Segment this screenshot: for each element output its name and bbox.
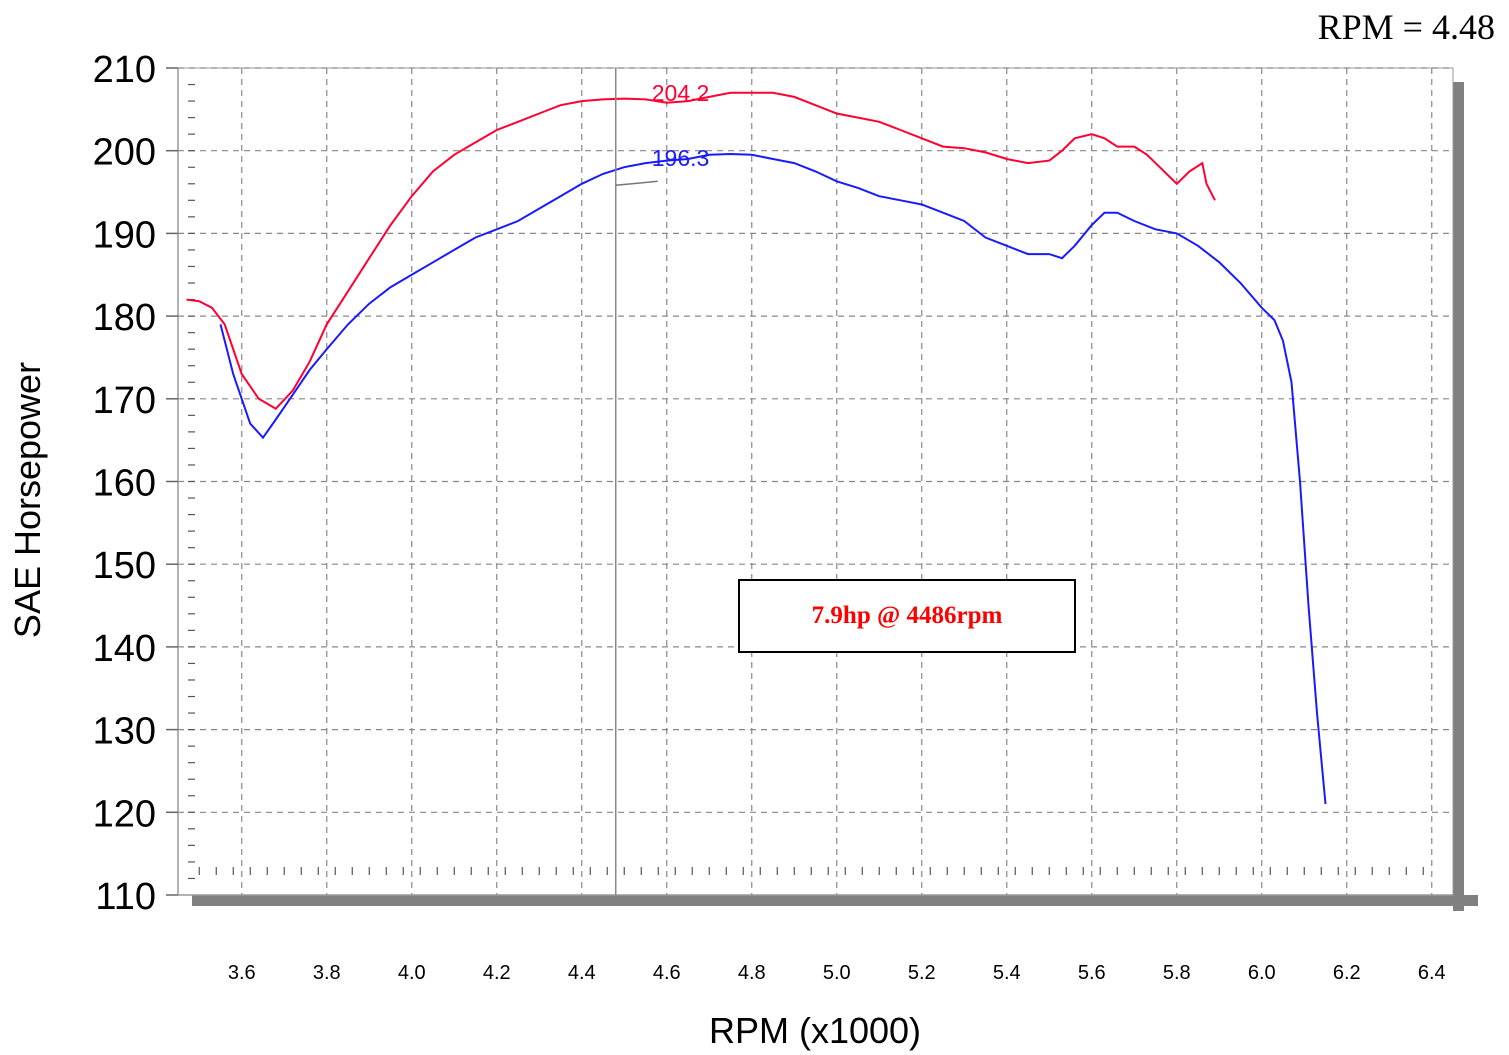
x-tick-label: 4.4: [568, 962, 596, 984]
y-tick-label: 170: [93, 380, 156, 422]
x-tick-label: 5.2: [908, 962, 936, 984]
series-line-2: [219, 152, 1327, 805]
x-tick-label: 6.2: [1333, 962, 1361, 984]
shadow-right: [1453, 82, 1464, 911]
cursor-value-label-1: 204.2: [652, 80, 710, 106]
y-tick-label: 110: [95, 876, 156, 918]
y-tick-label: 180: [93, 297, 156, 339]
grid: [178, 67, 1453, 895]
x-tick-label: 4.0: [398, 962, 426, 984]
y-tick-label: 130: [93, 711, 156, 753]
series-line-1: [186, 91, 1216, 410]
delta-annotation-box: 7.9hp @ 4486rpm: [738, 579, 1076, 653]
x-tick-label: 5.6: [1078, 962, 1106, 984]
y-tick-label: 120: [93, 793, 156, 835]
x-tick-label: 6.0: [1248, 962, 1276, 984]
series-lines: [186, 91, 1327, 805]
cursor-leader-line: [615, 180, 658, 187]
delta-annotation-text: 7.9hp @ 4486rpm: [811, 602, 1003, 629]
y-tick-label: 200: [93, 132, 156, 174]
x-axis-title: RPM (x1000): [709, 1010, 921, 1051]
y-axis-title: SAE Horsepower: [7, 362, 48, 638]
cursor-value-label-2: 196.3: [652, 145, 710, 171]
x-tick-label: 4.6: [653, 962, 681, 984]
minor-ticks: [188, 83, 1424, 880]
x-tick-label: 5.4: [993, 962, 1021, 984]
x-tick-label: 4.8: [738, 962, 766, 984]
x-tick-label: 6.4: [1418, 962, 1446, 984]
y-tick-label: 190: [93, 214, 156, 256]
rpm-readout: RPM = 4.48: [1317, 7, 1495, 47]
y-tick-label: 140: [93, 628, 156, 670]
x-tick-label: 5.0: [823, 962, 851, 984]
y-tick-label: 160: [93, 463, 156, 505]
plot-shadow: [192, 82, 1478, 911]
x-tick-label: 3.6: [228, 962, 256, 984]
shadow-bottom: [192, 895, 1478, 906]
x-tick-label: 5.8: [1163, 962, 1191, 984]
y-tick-label: 150: [93, 545, 156, 587]
rpm-cursor[interactable]: 204.2 196.3: [615, 68, 710, 895]
axes: [166, 67, 1453, 896]
y-tick-label: 210: [93, 49, 156, 91]
tick-labels: 110 120 130 140 150 160 170 180 190 200 210 3.6 3.8 4…: [93, 49, 1446, 984]
x-tick-label: 4.2: [483, 962, 511, 984]
x-tick-label: 3.8: [313, 962, 341, 984]
